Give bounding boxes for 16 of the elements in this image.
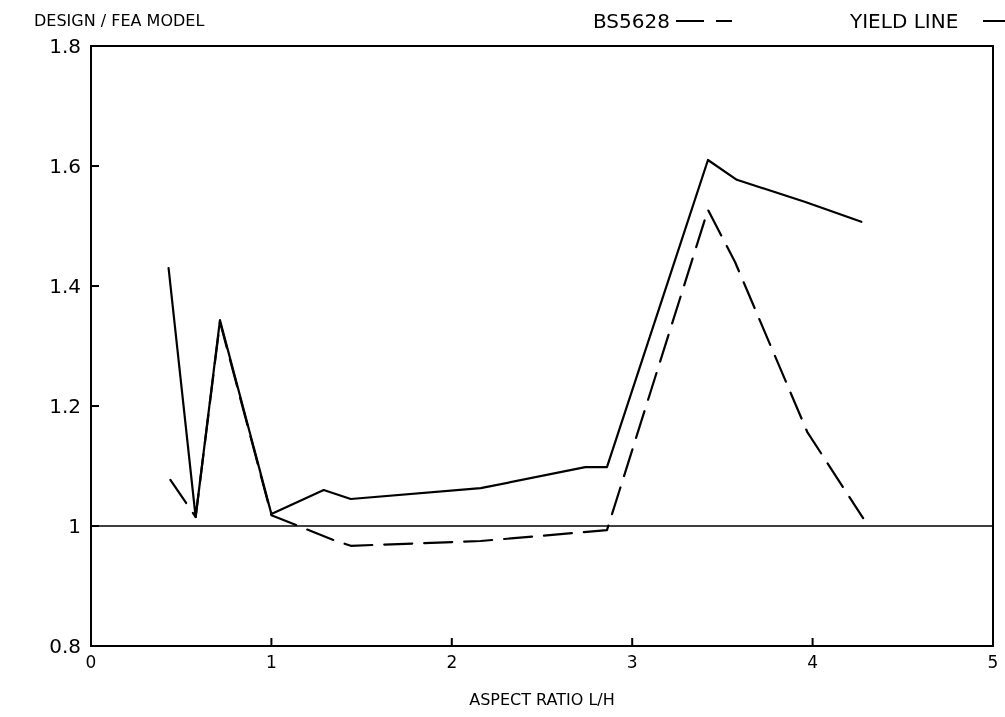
y-tick-label: 1.2 [49, 394, 81, 418]
legend-label: YIELD LINE [849, 9, 959, 33]
y-axis-title: DESIGN / FEA MODEL [34, 11, 205, 30]
y-tick-label: 0.8 [49, 634, 81, 658]
x-axis-title: ASPECT RATIO L/H [469, 690, 615, 709]
x-tick-label: 3 [626, 652, 638, 672]
y-tick-label: 1.6 [49, 154, 81, 178]
y-tick-label: 1 [68, 514, 81, 538]
y-tick-label: 1.4 [49, 274, 81, 298]
legend-label: BS5628 [593, 9, 670, 33]
x-tick-label: 0 [85, 652, 97, 672]
x-tick-label: 2 [446, 652, 458, 672]
x-tick-label: 1 [265, 652, 277, 672]
x-tick-label: 5 [987, 652, 999, 672]
y-tick-label: 1.8 [49, 34, 81, 58]
x-tick-label: 4 [807, 652, 819, 672]
